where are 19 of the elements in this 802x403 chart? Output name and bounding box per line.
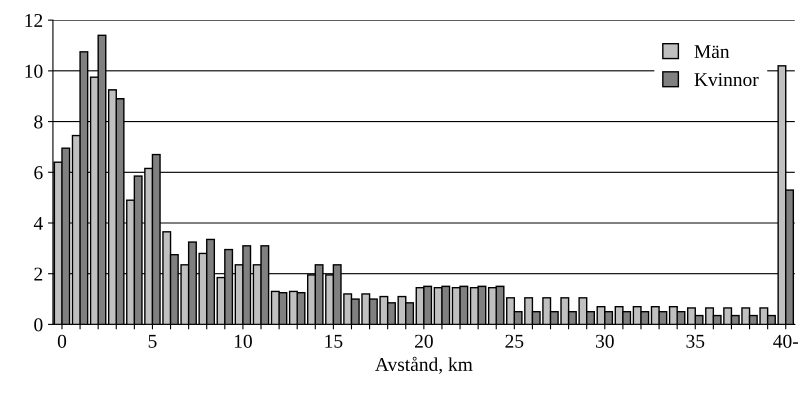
x-tick-label: 20: [414, 334, 433, 348]
x-axis-title: Avstånd, km: [375, 356, 473, 374]
x-tick-label: 10: [234, 334, 252, 348]
y-tick-label: 2: [34, 268, 42, 280]
y-tick-label: 0: [34, 318, 42, 332]
legend-label: Män: [694, 45, 730, 58]
x-tick-label: 0: [58, 334, 66, 348]
y-tick-label: 8: [34, 115, 42, 129]
y-tick-label: 10: [25, 64, 42, 78]
legend-label: Kvinnor: [694, 73, 759, 86]
y-tick-label: 6: [34, 166, 43, 180]
x-tick-label: 40-: [773, 334, 798, 348]
x-tick-label: 15: [325, 334, 342, 348]
y-tick-label: 4: [34, 216, 43, 230]
x-tick-label: 5: [148, 334, 157, 348]
x-tick-label: 30: [596, 334, 614, 348]
x-tick-label: 25: [505, 334, 524, 348]
x-tick-label: 35: [686, 334, 704, 348]
y-tick-label: 12: [25, 14, 42, 27]
